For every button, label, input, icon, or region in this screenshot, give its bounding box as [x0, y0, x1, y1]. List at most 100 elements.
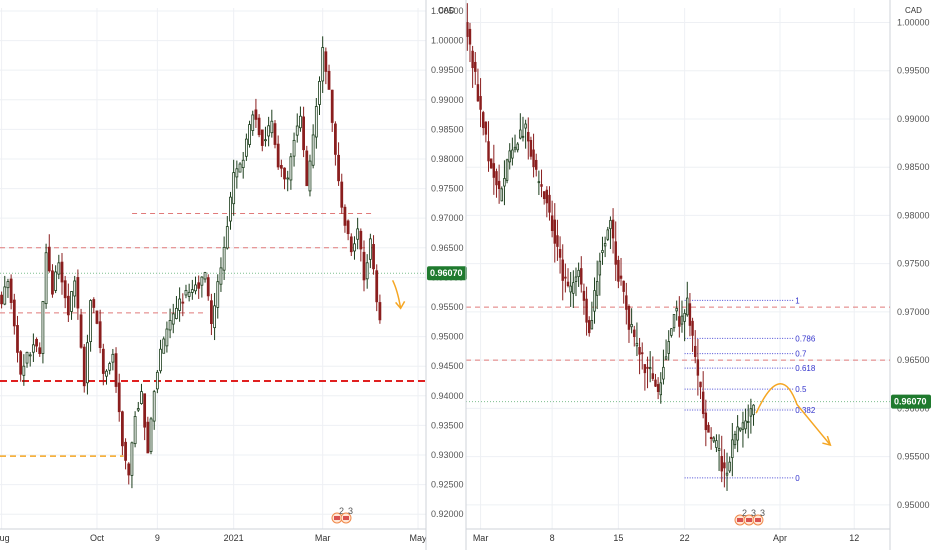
- candle[interactable]: [155, 369, 159, 394]
- candle[interactable]: [41, 300, 45, 364]
- candle[interactable]: [28, 352, 32, 367]
- candle[interactable]: [89, 299, 92, 352]
- candle[interactable]: [121, 410, 124, 456]
- candle[interactable]: [627, 304, 631, 343]
- candle[interactable]: [648, 351, 652, 383]
- candle[interactable]: [553, 203, 556, 263]
- candle[interactable]: [276, 135, 280, 170]
- candle[interactable]: [203, 271, 207, 283]
- candle[interactable]: [9, 274, 13, 310]
- candle[interactable]: [529, 136, 533, 160]
- candle[interactable]: [162, 336, 166, 354]
- candle[interactable]: [474, 51, 477, 85]
- candle[interactable]: [611, 208, 615, 254]
- candle[interactable]: [241, 151, 245, 179]
- candle[interactable]: [260, 129, 264, 152]
- candle[interactable]: [25, 351, 29, 368]
- candle[interactable]: [651, 356, 655, 381]
- candle[interactable]: [593, 277, 596, 324]
- candle[interactable]: [229, 191, 232, 230]
- candle[interactable]: [622, 280, 625, 304]
- candle[interactable]: [200, 276, 204, 298]
- candle[interactable]: [476, 68, 480, 102]
- event-flag-icon[interactable]: 3: [743, 508, 756, 526]
- candle[interactable]: [723, 449, 726, 488]
- candle[interactable]: [741, 411, 745, 448]
- candle[interactable]: [70, 291, 73, 320]
- candle[interactable]: [92, 297, 96, 314]
- candle[interactable]: [35, 337, 38, 353]
- candle[interactable]: [44, 243, 48, 309]
- candle[interactable]: [542, 191, 546, 205]
- candle[interactable]: [349, 233, 353, 256]
- candle[interactable]: [353, 236, 356, 260]
- candle[interactable]: [16, 315, 19, 363]
- candle[interactable]: [728, 456, 731, 473]
- candle[interactable]: [527, 117, 530, 160]
- candle[interactable]: [105, 369, 108, 385]
- candle[interactable]: [63, 275, 67, 309]
- candle[interactable]: [194, 276, 197, 295]
- candle[interactable]: [152, 389, 156, 430]
- candle[interactable]: [675, 300, 678, 321]
- candle[interactable]: [487, 121, 490, 172]
- candle[interactable]: [709, 427, 713, 450]
- candle[interactable]: [299, 106, 302, 132]
- candle[interactable]: [561, 244, 564, 301]
- candle[interactable]: [688, 293, 692, 337]
- candle[interactable]: [356, 217, 360, 250]
- candle[interactable]: [210, 293, 213, 336]
- candle[interactable]: [190, 279, 194, 300]
- candle[interactable]: [466, 3, 469, 51]
- forecast-arrow[interactable]: [391, 280, 402, 309]
- candle[interactable]: [359, 228, 363, 262]
- candle[interactable]: [136, 401, 140, 413]
- candle[interactable]: [715, 434, 718, 453]
- candle[interactable]: [292, 132, 296, 167]
- candle[interactable]: [638, 337, 641, 375]
- candle[interactable]: [238, 162, 242, 173]
- candle[interactable]: [165, 321, 169, 353]
- candle[interactable]: [117, 373, 121, 422]
- candle[interactable]: [508, 143, 511, 170]
- candle[interactable]: [633, 325, 636, 347]
- candle[interactable]: [619, 257, 623, 286]
- candle[interactable]: [175, 296, 178, 320]
- candle[interactable]: [550, 200, 554, 238]
- candle[interactable]: [171, 303, 175, 334]
- candle[interactable]: [378, 294, 382, 324]
- candle[interactable]: [646, 356, 649, 389]
- candle[interactable]: [124, 438, 127, 470]
- candle[interactable]: [482, 110, 485, 136]
- candle[interactable]: [659, 372, 662, 404]
- candle[interactable]: [672, 314, 676, 332]
- candle[interactable]: [566, 268, 570, 288]
- candle[interactable]: [86, 334, 89, 395]
- candle[interactable]: [540, 169, 543, 198]
- candle[interactable]: [635, 322, 639, 357]
- candle[interactable]: [235, 160, 239, 189]
- candle[interactable]: [662, 349, 665, 385]
- event-flag-icon[interactable]: 3: [340, 506, 353, 524]
- candle[interactable]: [603, 236, 607, 258]
- candle[interactable]: [752, 404, 755, 426]
- candle[interactable]: [51, 264, 54, 298]
- candle[interactable]: [330, 89, 334, 132]
- candle[interactable]: [733, 430, 737, 449]
- candle[interactable]: [168, 308, 172, 339]
- candle[interactable]: [484, 121, 488, 143]
- right-chart-panel[interactable]: 1.00000 0.99500 0.99000 0.98500 0.98000 0.975…: [466, 0, 931, 550]
- candle[interactable]: [98, 309, 102, 354]
- candle[interactable]: [712, 436, 715, 444]
- candle[interactable]: [57, 254, 61, 280]
- event-flag-icon[interactable]: 3: [752, 508, 765, 526]
- candle[interactable]: [184, 284, 188, 299]
- candle[interactable]: [254, 98, 258, 128]
- candle[interactable]: [521, 116, 525, 142]
- candle[interactable]: [213, 292, 216, 341]
- candle[interactable]: [686, 281, 689, 317]
- candle[interactable]: [471, 45, 474, 88]
- candle[interactable]: [206, 274, 210, 301]
- candle[interactable]: [187, 283, 191, 302]
- candle[interactable]: [273, 120, 277, 149]
